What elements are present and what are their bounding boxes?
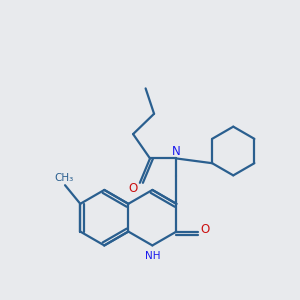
Text: O: O [128, 182, 138, 195]
Text: NH: NH [145, 251, 160, 261]
Text: N: N [172, 145, 181, 158]
Text: O: O [200, 224, 209, 236]
Text: CH₃: CH₃ [55, 173, 74, 183]
